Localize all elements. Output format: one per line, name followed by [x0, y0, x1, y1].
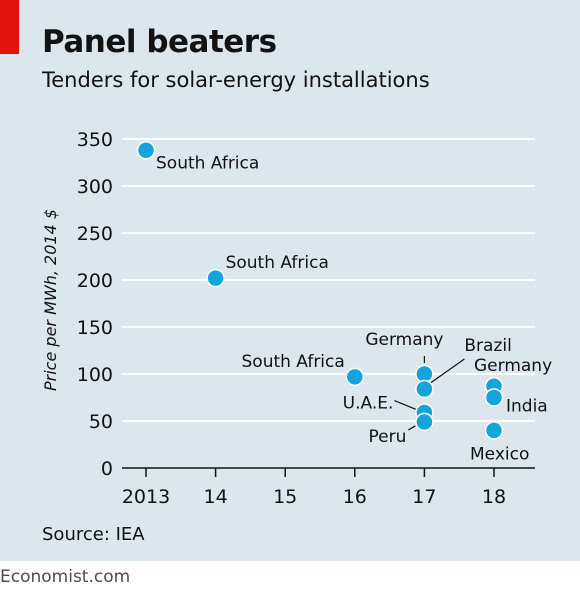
point-labels: South Africa South Africa South Africa Germ…: [156, 153, 552, 464]
point-label: South Africa: [242, 352, 345, 372]
y-tick-labels: 0 50 100 150 200 250 300 350: [77, 129, 113, 480]
footer-credit: Economist.com: [0, 567, 131, 587]
data-point: [345, 367, 365, 387]
x-tick-label: 18: [482, 486, 506, 508]
data-point: [415, 379, 434, 399]
y-tick-label: 350: [77, 129, 113, 151]
gridlines: [122, 138, 535, 422]
leader-lines: [394, 356, 465, 431]
point-label: Mexico: [470, 444, 529, 464]
x-tick-label: 15: [273, 486, 297, 508]
leader-line: [430, 358, 465, 384]
point-label: Germany: [365, 330, 443, 350]
x-tick-label: 2013: [122, 486, 170, 508]
point-label: India: [506, 397, 548, 417]
x-tick-label: 16: [343, 486, 367, 508]
accent-tag: [0, 0, 19, 54]
data-point: [484, 421, 504, 440]
leader-line: [408, 425, 416, 431]
data-point: [415, 412, 434, 432]
data-point: [484, 388, 504, 407]
y-tick-label: 250: [77, 223, 113, 245]
data-point: [206, 268, 225, 288]
point-label: U.A.E.: [343, 394, 394, 414]
data-point: [136, 141, 156, 160]
chart-title: Panel beaters: [42, 24, 277, 60]
scatter-chart: 0 50 100 150 200 250 300 350 2013 14 15 16 17 18 Sou…: [41, 129, 552, 508]
chart-subtitle: Tenders for solar-energy installations: [42, 68, 430, 92]
x-axis: 2013 14 15 16 17 18: [122, 467, 535, 508]
leader-line: [394, 399, 417, 411]
y-tick-label: 150: [77, 317, 113, 339]
x-tick-label: 14: [204, 486, 228, 508]
point-label: Peru: [369, 427, 407, 447]
y-tick-label: 50: [89, 411, 113, 433]
point-label: South Africa: [156, 153, 259, 173]
point-label: Germany: [474, 356, 552, 376]
y-tick-label: 200: [77, 270, 113, 292]
y-tick-label: 100: [77, 364, 113, 386]
source-note: Source: IEA: [42, 524, 145, 545]
data-points: [136, 141, 504, 440]
point-label: Brazil: [464, 336, 511, 356]
point-label: South Africa: [226, 253, 329, 273]
y-tick-label: 300: [77, 176, 113, 198]
x-tick-label: 17: [412, 486, 436, 508]
y-axis-label: Price per MWh, 2014 $: [41, 209, 60, 391]
y-tick-label: 0: [101, 458, 113, 480]
